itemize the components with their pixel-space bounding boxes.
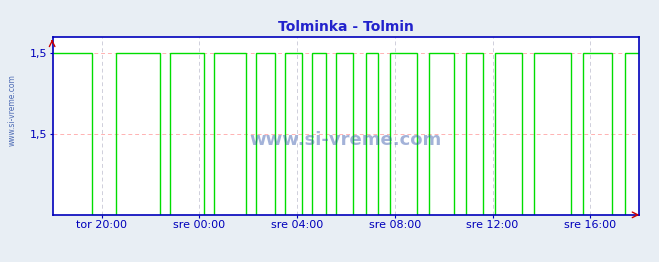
Title: Tolminka - Tolmin: Tolminka - Tolmin [278, 20, 414, 34]
Text: www.si-vreme.com: www.si-vreme.com [8, 74, 17, 146]
Text: www.si-vreme.com: www.si-vreme.com [250, 131, 442, 149]
